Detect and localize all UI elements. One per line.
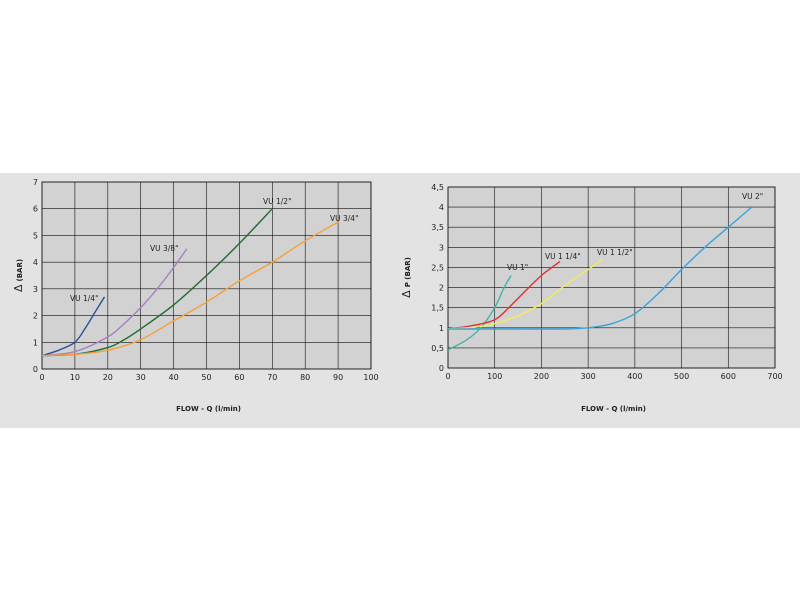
x-tick-label: 200: [534, 372, 549, 381]
series-label: VU 2": [742, 192, 763, 201]
series-label: VU 1/2": [263, 197, 292, 206]
chart-right: 0 100 200 300 400 500 600 700 0 0,5 1 1,5 2 2,5 3 3,5 4 4…: [400, 183, 783, 413]
y-tick-label: 1: [439, 324, 444, 333]
series-line: [41, 221, 339, 357]
series-label: VU 3/4": [330, 214, 359, 223]
x-tick-label: 700: [767, 372, 782, 381]
series-line: [447, 275, 512, 351]
y-tick-label: 5: [33, 231, 38, 240]
y-tick-label: 3: [33, 285, 38, 294]
y-tick-label: 2,5: [431, 263, 444, 272]
y-tick-label: 1: [33, 338, 38, 347]
x-tick-label: 50: [201, 373, 211, 382]
x-tick-label: 600: [721, 372, 736, 381]
series-label: VU 1 1/4": [545, 252, 581, 261]
y-tick-label: 0: [33, 365, 38, 374]
series-label: VU 1/4": [70, 294, 99, 303]
x-tick-label: 90: [333, 373, 343, 382]
x-tick-label: 400: [627, 372, 642, 381]
x-tick-label: 0: [39, 373, 44, 382]
x-axis-label: FLOW - Q (l/min): [176, 405, 241, 413]
charts-panel: 0 10 20 30 40 50 60 70 80 90 100 0 1 2 3 4 5 6 7 FLOW - Q (…: [0, 173, 800, 428]
x-tick-label: 100: [487, 372, 502, 381]
y-tick-label: 0: [439, 364, 444, 373]
series-label: VU 1 1/2": [597, 248, 633, 257]
x-tick-label: 100: [363, 373, 378, 382]
series-label: VU 3/8": [150, 244, 179, 253]
y-tick-label: 2: [439, 284, 444, 293]
x-tick-label: 80: [300, 373, 310, 382]
delta-symbol: Δ: [400, 290, 413, 298]
x-tick-label: 0: [445, 372, 450, 381]
x-axis-label: FLOW - Q (l/min): [581, 405, 646, 413]
y-tick-label: 3: [439, 243, 444, 252]
x-tick-label: 300: [581, 372, 596, 381]
y-tick-label: 2: [33, 312, 38, 321]
series-line: [41, 296, 106, 357]
y-tick-label: 7: [33, 178, 38, 187]
series-line: [447, 258, 603, 330]
y-tick-label: 0,5: [431, 344, 444, 353]
y-tick-label: 1,5: [431, 304, 444, 313]
y-tick-label: 4: [439, 203, 444, 212]
y-tick-label: 4: [33, 258, 38, 267]
x-tick-label: 500: [674, 372, 689, 381]
x-tick-label: 60: [234, 373, 244, 382]
y-axis-label: Δ P (BAR): [400, 257, 413, 298]
y-tick-label: 6: [33, 205, 38, 214]
y-axis-unit: P (BAR): [404, 257, 412, 287]
chart-left: 0 10 20 30 40 50 60 70 80 90 100 0 1 2 3 4 5 6 7 FLOW - Q (…: [12, 178, 379, 413]
x-tick-label: 30: [136, 373, 146, 382]
x-tick-label: 40: [169, 373, 179, 382]
y-tick-label: 3,5: [431, 223, 444, 232]
delta-symbol: Δ: [12, 284, 25, 292]
x-tick-label: 10: [70, 373, 80, 382]
series-label: VU 1": [507, 263, 528, 272]
y-axis-label: Δ (BAR): [12, 259, 25, 292]
x-tick-label: 20: [103, 373, 113, 382]
series-line: [447, 206, 753, 330]
series-line: [447, 260, 561, 330]
plot-area: [447, 186, 776, 369]
x-tick-label: 70: [267, 373, 277, 382]
y-tick-label: 4,5: [431, 183, 444, 192]
series-line: [41, 248, 188, 357]
y-axis-unit: (BAR): [16, 259, 24, 282]
